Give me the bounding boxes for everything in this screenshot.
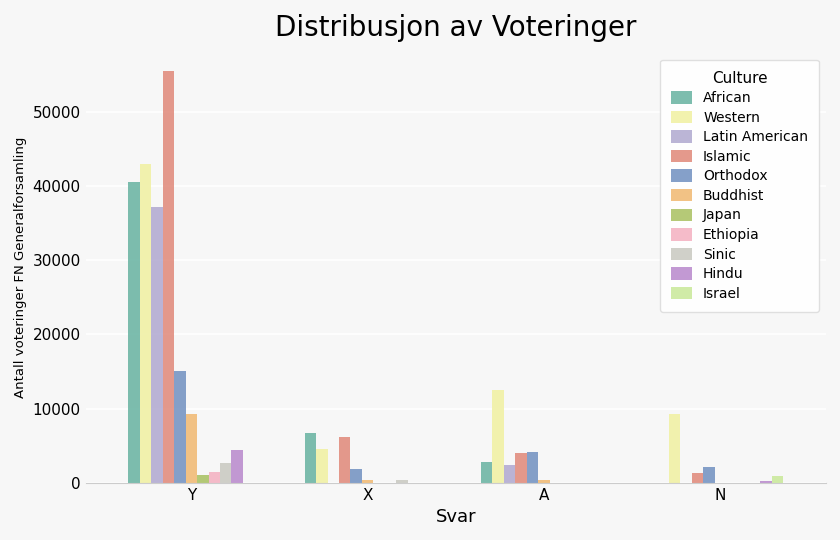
X-axis label: Svar: Svar xyxy=(435,508,476,526)
Bar xyxy=(305,433,316,483)
Bar xyxy=(396,480,407,483)
Bar xyxy=(492,390,504,483)
Bar xyxy=(772,476,784,483)
Title: Distribusjon av Voteringer: Distribusjon av Voteringer xyxy=(275,14,637,42)
Bar xyxy=(516,453,527,483)
Bar xyxy=(362,480,374,483)
Bar xyxy=(350,469,362,483)
Bar xyxy=(691,473,703,483)
Bar xyxy=(220,463,232,483)
Bar xyxy=(316,449,328,483)
Y-axis label: Antall voteringer FN Generalforsamling: Antall voteringer FN Generalforsamling xyxy=(14,137,27,399)
Bar xyxy=(129,183,139,483)
Bar xyxy=(339,437,350,483)
Bar xyxy=(186,415,197,483)
Bar xyxy=(504,465,516,483)
Bar xyxy=(197,475,208,483)
Legend: African, Western, Latin American, Islamic, Orthodox, Buddhist, Japan, Ethiopia, : African, Western, Latin American, Islami… xyxy=(660,59,819,312)
Bar xyxy=(538,480,549,483)
Bar xyxy=(208,471,220,483)
Bar xyxy=(703,467,715,483)
Bar xyxy=(527,451,538,483)
Bar xyxy=(481,462,492,483)
Bar xyxy=(232,450,243,483)
Bar xyxy=(151,207,163,483)
Bar xyxy=(163,71,174,483)
Bar xyxy=(760,481,772,483)
Bar xyxy=(669,414,680,483)
Bar xyxy=(139,164,151,483)
Bar xyxy=(174,372,186,483)
